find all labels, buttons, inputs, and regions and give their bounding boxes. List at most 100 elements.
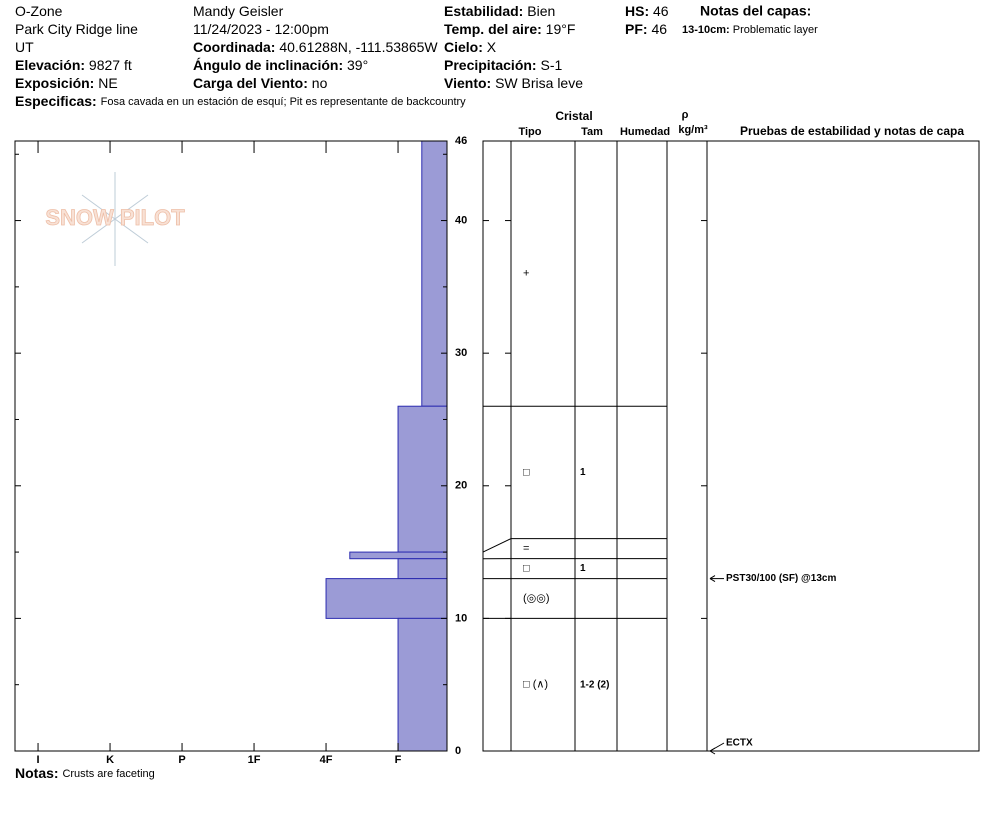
grain-type: □ bbox=[523, 563, 530, 575]
field-label: Exposición: bbox=[15, 75, 94, 91]
x-tick-label: I bbox=[37, 754, 40, 766]
field-value: 46 bbox=[653, 3, 669, 19]
field-value: Fosa cavada en un estación de esquí; Pit… bbox=[101, 96, 467, 108]
logo: SNOW PILOT bbox=[45, 172, 186, 266]
column-header: Cristal bbox=[555, 109, 592, 123]
field-value: 11/24/2023 - 12:00pm bbox=[193, 21, 329, 37]
y-tick-label: 10 bbox=[455, 612, 467, 624]
field: Mandy Geisler bbox=[193, 3, 284, 19]
grain-type: + bbox=[523, 268, 529, 280]
field-label: HS: bbox=[625, 3, 649, 19]
field: Coordinada: 40.61288N, -111.53865W bbox=[193, 39, 438, 55]
snowflake bbox=[81, 172, 149, 266]
grain-type: □ (∧) bbox=[523, 679, 548, 691]
field: O-Zone bbox=[15, 3, 63, 19]
field-value: NE bbox=[98, 75, 117, 91]
field: Ángulo de inclinación: 39° bbox=[193, 57, 368, 73]
layers-frame bbox=[482, 140, 980, 752]
column-header: kg/m³ bbox=[678, 124, 708, 136]
field-value: S-1 bbox=[540, 57, 562, 73]
column-header: Tipo bbox=[518, 126, 541, 138]
test-arrowhead bbox=[709, 747, 716, 755]
field-label: Especificas: bbox=[15, 93, 97, 109]
field-value: 19°F bbox=[546, 21, 576, 37]
field: UT bbox=[15, 39, 34, 55]
column-header: Humedad bbox=[620, 126, 670, 138]
field-value: Park City Ridge line bbox=[15, 21, 138, 37]
field-value: no bbox=[312, 75, 328, 91]
field-label: Estabilidad: bbox=[444, 3, 523, 19]
field: HS: 46 bbox=[625, 3, 669, 19]
test-arrowhead bbox=[709, 575, 716, 583]
field-value: SW Brisa leve bbox=[495, 75, 583, 91]
grain-type: = bbox=[523, 543, 529, 555]
column-header: Tam bbox=[581, 126, 603, 138]
hardness-bar bbox=[421, 140, 448, 407]
field-value: O-Zone bbox=[15, 3, 63, 19]
field: Elevación: 9827 ft bbox=[15, 57, 132, 73]
field-label: Notas: bbox=[15, 765, 59, 781]
field: Temp. del aire: 19°F bbox=[444, 21, 575, 37]
y-tick-label: 46 bbox=[455, 135, 467, 147]
hardness-bar bbox=[397, 405, 448, 553]
field: Especificas: Fosa cavada en un estación … bbox=[15, 93, 466, 109]
field-label: Precipitación: bbox=[444, 57, 537, 73]
field-value: Mandy Geisler bbox=[193, 3, 284, 19]
field: Exposición: NE bbox=[15, 75, 118, 91]
x-tick-label: 1F bbox=[248, 754, 261, 766]
test-label: PST30/100 (SF) @13cm bbox=[726, 573, 836, 584]
field-label: Elevación: bbox=[15, 57, 85, 73]
field-label: PF: bbox=[625, 21, 648, 37]
field-label: Coordinada: bbox=[193, 39, 275, 55]
field-label: Cielo: bbox=[444, 39, 483, 55]
field-value: 9827 ft bbox=[89, 57, 132, 73]
y-tick-label: 0 bbox=[455, 745, 461, 757]
field: Notas: Crusts are faceting bbox=[15, 765, 155, 781]
layer-notes-title: Notas del capas: bbox=[700, 3, 811, 19]
y-tick-label: 40 bbox=[455, 214, 467, 226]
hardness-bar bbox=[397, 617, 448, 752]
field-value: 46 bbox=[651, 21, 667, 37]
field: 13-10cm: Problematic layer bbox=[682, 24, 818, 36]
field: Estabilidad: Bien bbox=[444, 3, 555, 19]
y-tick-label: 20 bbox=[455, 480, 467, 492]
layer-connector bbox=[482, 538, 512, 553]
hardness-bar bbox=[349, 551, 448, 560]
field-value: UT bbox=[15, 39, 34, 55]
field: Viento: SW Brisa leve bbox=[444, 75, 583, 91]
grain-size: 1 bbox=[580, 563, 586, 574]
grain-type: □ bbox=[523, 466, 530, 478]
grain-size: 1-2 (2) bbox=[580, 679, 609, 690]
column-header: ρ bbox=[682, 109, 689, 121]
field: PF: 46 bbox=[625, 21, 667, 37]
hardness-bar bbox=[325, 578, 448, 619]
logo-text: SNOW PILOT bbox=[45, 205, 185, 230]
field-value: 40.61288N, -111.53865W bbox=[279, 39, 438, 55]
grain-size: 1 bbox=[580, 467, 586, 478]
field-label: Temp. del aire: bbox=[444, 21, 542, 37]
field-value: Crusts are faceting bbox=[62, 768, 154, 780]
field: Carga del Viento: no bbox=[193, 75, 328, 91]
field-label: 13-10cm: bbox=[682, 24, 730, 36]
test-label: ECTX bbox=[726, 738, 753, 749]
y-tick-label: 30 bbox=[455, 347, 467, 359]
field-value: Bien bbox=[527, 3, 555, 19]
x-tick-label: P bbox=[178, 754, 185, 766]
x-tick-label: 4F bbox=[320, 754, 333, 766]
field: Precipitación: S-1 bbox=[444, 57, 562, 73]
column-header: Pruebas de estabilidad y notas de capa bbox=[740, 124, 964, 138]
field-value: X bbox=[487, 39, 497, 55]
grain-type: (◎◎) bbox=[523, 592, 550, 604]
field-value: 39° bbox=[347, 57, 368, 73]
field-value: Problematic layer bbox=[733, 24, 818, 36]
field: Park City Ridge line bbox=[15, 21, 138, 37]
field-label: Ángulo de inclinación: bbox=[193, 57, 343, 73]
field-label: Carga del Viento: bbox=[193, 75, 308, 91]
field: 11/24/2023 - 12:00pm bbox=[193, 21, 329, 37]
x-tick-label: F bbox=[395, 754, 402, 766]
field-label: Viento: bbox=[444, 75, 491, 91]
hardness-bar bbox=[397, 558, 448, 580]
field: Cielo: X bbox=[444, 39, 497, 55]
hardness-frame bbox=[14, 140, 448, 752]
